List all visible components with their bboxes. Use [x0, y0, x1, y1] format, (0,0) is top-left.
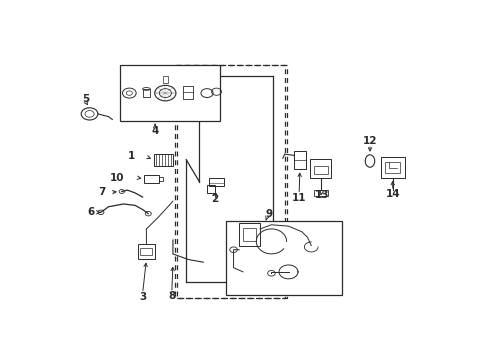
Text: 6: 6: [87, 207, 94, 217]
Bar: [380, 157, 404, 177]
Text: 7: 7: [98, 187, 105, 197]
Bar: [243, 228, 256, 242]
Bar: [385, 162, 400, 174]
Text: 13: 13: [314, 190, 328, 199]
Bar: [138, 244, 154, 260]
Bar: [154, 153, 173, 166]
Bar: [163, 76, 167, 82]
Text: 14: 14: [385, 189, 399, 199]
Bar: [120, 66, 220, 121]
Text: 12: 12: [362, 136, 376, 146]
Text: 11: 11: [291, 193, 306, 203]
Bar: [144, 175, 159, 183]
Text: 3: 3: [139, 292, 146, 302]
Bar: [294, 151, 305, 169]
Bar: [239, 223, 260, 246]
Text: 8: 8: [168, 291, 175, 301]
Bar: [142, 89, 150, 97]
Bar: [140, 248, 152, 255]
Bar: [313, 166, 327, 174]
Text: 10: 10: [110, 173, 124, 183]
Bar: [225, 221, 341, 296]
Text: 1: 1: [127, 151, 135, 161]
Bar: [313, 190, 327, 195]
Text: 4: 4: [151, 126, 159, 135]
Bar: [159, 177, 163, 181]
Text: 9: 9: [264, 209, 272, 219]
Bar: [208, 177, 224, 186]
Bar: [309, 159, 331, 177]
Bar: [206, 185, 214, 193]
Text: 2: 2: [210, 194, 218, 204]
Bar: [183, 86, 193, 99]
Text: 5: 5: [82, 94, 89, 104]
